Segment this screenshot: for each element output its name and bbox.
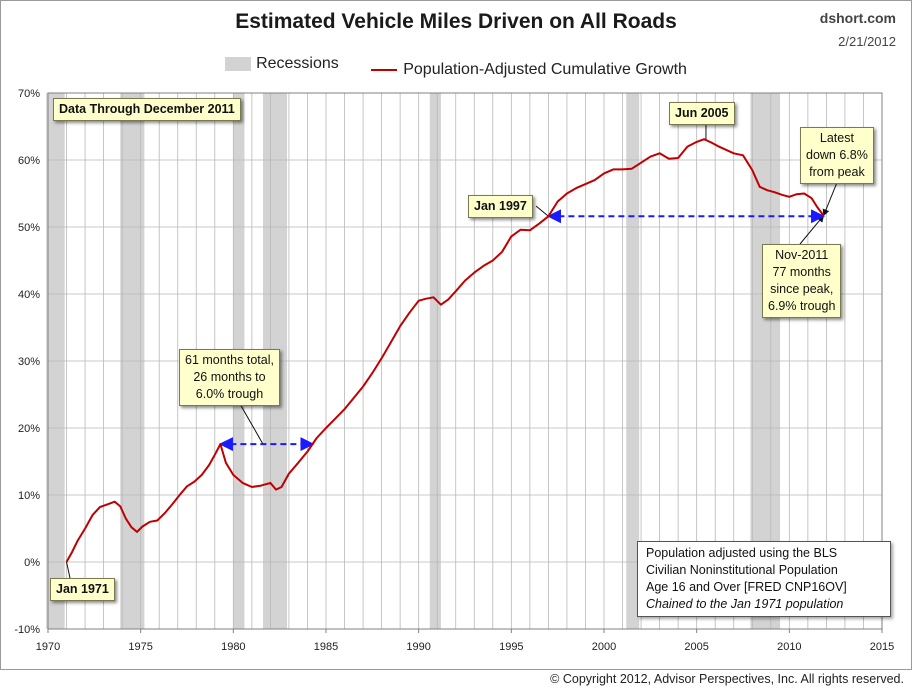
callout-nov-line: 6.9% trough <box>768 299 836 313</box>
leader-jan-1997 <box>535 205 549 217</box>
y-tick-label: 60% <box>18 155 40 167</box>
callout-nov-line: Nov-2011 <box>775 248 829 262</box>
legend-recessions-label: Recessions <box>256 55 339 72</box>
series-swatch <box>371 69 398 71</box>
note-line: Population adjusted using the BLS <box>646 546 838 560</box>
callout-latest-line: from peak <box>809 165 865 179</box>
callout-latest-line: down 6.8% <box>806 148 868 162</box>
callout-nov-2011: Nov-2011 77 months since peak, 6.9% trou… <box>762 244 842 318</box>
copyright: © Copyright 2012, Advisor Perspectives, … <box>550 672 904 686</box>
date-label: 2/21/2012 <box>838 34 896 49</box>
y-tick-label: 50% <box>18 222 40 234</box>
x-tick-label: 1970 <box>36 641 60 653</box>
callout-trough-line: 61 months total, <box>185 353 274 367</box>
y-tick-label: 0% <box>24 557 40 569</box>
callout-1979-trough: 61 months total, 26 months to 6.0% troug… <box>179 349 280 406</box>
plot-area-border <box>47 92 883 630</box>
x-tick-label: 1990 <box>406 641 430 653</box>
y-tick-label: 20% <box>18 423 40 435</box>
x-tick-label: 1975 <box>128 641 152 653</box>
callout-nov-line: since peak, <box>770 282 834 296</box>
population-note: Population adjusted using the BLS Civili… <box>637 541 891 617</box>
note-line: Age 16 and Over [FRED CNP16OV] <box>646 580 847 594</box>
callout-jan-1971: Jan 1971 <box>50 578 115 601</box>
legend: Recessions Population-Adjusted Cumulativ… <box>0 55 912 79</box>
legend-series-label: Population-Adjusted Cumulative Growth <box>403 61 687 78</box>
callout-trough-line: 6.0% trough <box>195 387 264 401</box>
x-tick-label: 1980 <box>221 641 245 653</box>
recession-swatch <box>225 57 252 71</box>
y-tick-label: 70% <box>18 88 40 100</box>
callout-jun-2005: Jun 2005 <box>669 102 735 125</box>
callout-latest: Latest down 6.8% from peak <box>800 127 874 184</box>
y-tick-label: 10% <box>18 490 40 502</box>
leader-nov-2011 <box>799 215 825 245</box>
callout-jan-1997: Jan 1997 <box>468 195 533 218</box>
x-tick-label: 1985 <box>314 641 338 653</box>
y-tick-label: 40% <box>18 289 40 301</box>
callout-nov-line: 77 months <box>772 265 831 279</box>
chart-title: Estimated Vehicle Miles Driven on All Ro… <box>235 10 677 33</box>
y-tick-label: 30% <box>18 356 40 368</box>
note-italic-line: Chained to the Jan 1971 population <box>646 597 844 611</box>
legend-series: Population-Adjusted Cumulative Growth <box>371 61 687 79</box>
callout-data-through: Data Through December 2011 <box>53 98 241 121</box>
x-tick-label: 2000 <box>592 641 616 653</box>
callout-trough-line: 26 months to <box>193 370 266 384</box>
brand-label: dshort.com <box>819 10 896 26</box>
x-tick-label: 1995 <box>499 641 523 653</box>
note-line: Civilian Noninstitutional Population <box>646 563 838 577</box>
x-tick-label: 2005 <box>684 641 708 653</box>
callout-latest-line: Latest <box>819 131 854 145</box>
x-tick-label: 2015 <box>870 641 894 653</box>
leader-latest <box>822 179 839 217</box>
series-line <box>65 138 825 563</box>
x-tick-label: 2010 <box>777 641 801 653</box>
legend-recessions: Recessions <box>225 55 339 73</box>
leader-jan-1971 <box>66 561 71 579</box>
y-tick-label: -10% <box>14 624 40 636</box>
